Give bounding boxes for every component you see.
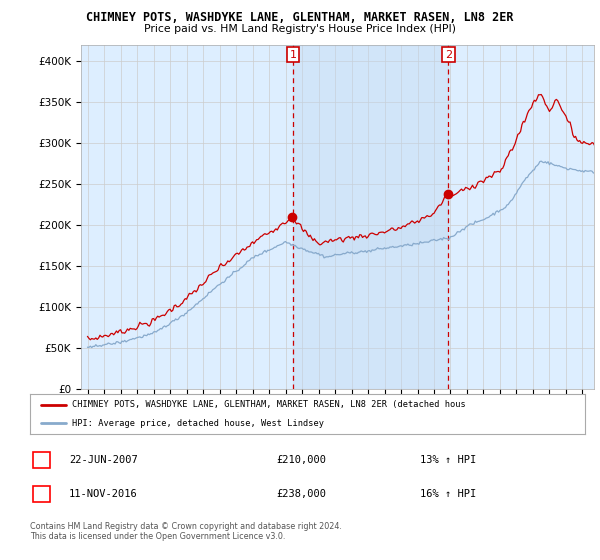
Text: 22-JUN-2007: 22-JUN-2007 — [69, 455, 138, 465]
Text: 1: 1 — [38, 455, 45, 465]
Text: Contains HM Land Registry data © Crown copyright and database right 2024.
This d: Contains HM Land Registry data © Crown c… — [30, 522, 342, 542]
Text: Price paid vs. HM Land Registry's House Price Index (HPI): Price paid vs. HM Land Registry's House … — [144, 24, 456, 34]
Text: 2: 2 — [445, 50, 452, 60]
Text: HPI: Average price, detached house, West Lindsey: HPI: Average price, detached house, West… — [71, 419, 323, 428]
Text: 2: 2 — [38, 489, 45, 499]
Text: CHIMNEY POTS, WASHDYKE LANE, GLENTHAM, MARKET RASEN, LN8 2ER: CHIMNEY POTS, WASHDYKE LANE, GLENTHAM, M… — [86, 11, 514, 24]
Text: CHIMNEY POTS, WASHDYKE LANE, GLENTHAM, MARKET RASEN, LN8 2ER (detached hous: CHIMNEY POTS, WASHDYKE LANE, GLENTHAM, M… — [71, 400, 466, 409]
Text: 11-NOV-2016: 11-NOV-2016 — [69, 489, 138, 499]
Text: £210,000: £210,000 — [276, 455, 326, 465]
Text: 1: 1 — [290, 50, 296, 60]
Text: £238,000: £238,000 — [276, 489, 326, 499]
Text: 13% ↑ HPI: 13% ↑ HPI — [420, 455, 476, 465]
Text: 16% ↑ HPI: 16% ↑ HPI — [420, 489, 476, 499]
Bar — [293, 45, 448, 389]
